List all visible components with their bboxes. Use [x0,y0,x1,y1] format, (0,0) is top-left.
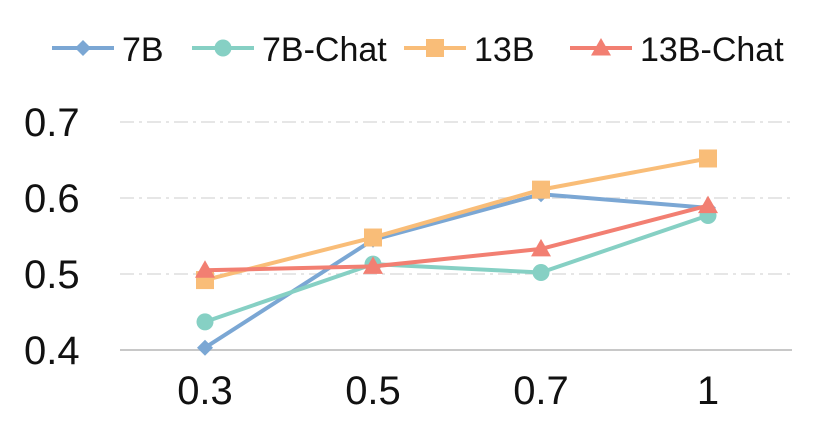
legend-marker [214,39,232,57]
data-point [699,149,717,168]
series-line [203,192,710,350]
x-axis-tick-labels: 0.3 0.5 0.7 1 [177,369,719,413]
x-tick-label: 0.3 [177,369,233,413]
legend-label: 7B-Chat [262,31,387,69]
x-tick-label: 0.7 [513,369,569,413]
legend-item: 7B [52,31,164,69]
legend-label: 13B-Chat [640,31,784,69]
legend-item: 13B-Chat [570,31,784,69]
data-point [363,256,383,274]
legend-marker [591,38,611,56]
legend: 7B 7B-Chat 13B 13B-Chat [52,31,784,69]
data-point [195,260,215,278]
data-point [532,180,550,199]
x-tick-label: 1 [697,369,719,413]
data-point [532,263,550,281]
legend-item: 13B [404,31,535,69]
data-point [698,195,718,214]
series-group [195,149,718,356]
legend-label: 7B [122,31,164,69]
y-tick-label: 0.7 [24,101,80,145]
series-line [203,203,710,273]
legend-label: 13B [474,31,535,69]
legend-marker [75,40,91,56]
y-tick-label: 0.4 [24,329,80,373]
data-point [196,313,214,331]
data-point [531,238,551,257]
series-line [203,156,710,283]
x-tick-label: 0.5 [345,369,401,413]
series-7b-chat [196,206,717,331]
data-point [197,339,213,356]
series-13b [196,149,717,290]
series-13b-chat [195,195,718,278]
series-7b [197,186,716,356]
y-axis-tick-labels: 0.4 0.5 0.6 0.7 [24,101,80,373]
legend-item: 7B-Chat [192,31,387,69]
series-line [203,213,710,324]
legend-marker [426,39,444,57]
y-tick-label: 0.5 [24,253,80,297]
data-point [364,228,382,247]
y-tick-label: 0.6 [24,177,80,221]
